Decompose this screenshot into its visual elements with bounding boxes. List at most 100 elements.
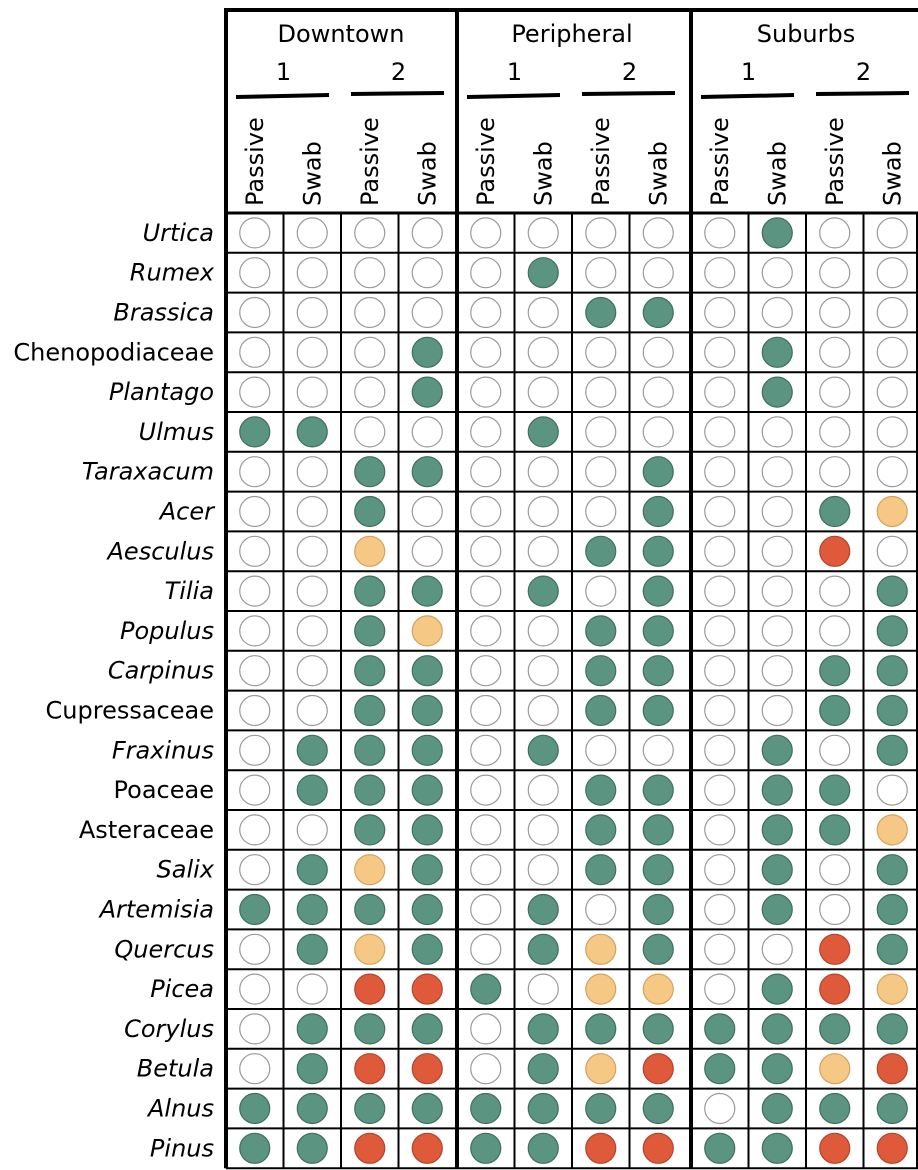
detection-circle <box>585 814 617 846</box>
detection-circle <box>704 694 736 727</box>
detection-circle <box>819 694 851 727</box>
detection-circle <box>819 575 851 607</box>
detection-circle <box>704 615 736 647</box>
taxon-label: Fraxinus <box>112 736 214 764</box>
detection-circle <box>642 774 674 806</box>
detection-circle <box>642 336 674 368</box>
detection-circle <box>470 774 502 806</box>
detection-circle <box>819 973 851 1005</box>
detection-circle <box>642 814 674 846</box>
detection-circle <box>411 774 443 806</box>
detection-circle <box>470 734 502 766</box>
detection-circle <box>527 933 559 965</box>
method-label: Passive <box>587 117 615 206</box>
detection-circle <box>527 257 559 289</box>
detection-circle <box>354 973 386 1005</box>
detection-circle <box>411 1053 443 1085</box>
detection-circle <box>585 336 617 368</box>
replicate-underline <box>466 93 561 99</box>
detection-circle <box>239 694 271 727</box>
detection-circle <box>819 1132 851 1164</box>
method-label: Swab <box>644 141 672 206</box>
replicate-label: 1 <box>276 58 291 86</box>
detection-circle <box>761 1053 793 1085</box>
detection-circle <box>470 376 502 408</box>
detection-circle <box>296 734 328 766</box>
detection-circle <box>296 296 328 329</box>
detection-circle <box>527 1092 559 1125</box>
detection-circle <box>470 854 502 886</box>
method-label: Passive <box>356 117 384 206</box>
detection-circle <box>819 296 851 329</box>
detection-circle <box>642 854 674 886</box>
detection-circle <box>704 575 736 607</box>
detection-circle <box>470 1132 502 1164</box>
site-label: Peripheral <box>511 20 632 48</box>
detection-circle <box>354 933 386 965</box>
detection-circle <box>876 456 908 488</box>
detection-circle <box>239 1013 271 1045</box>
detection-circle <box>819 1053 851 1085</box>
taxon-label: Rumex <box>130 259 215 287</box>
detection-circle <box>527 1013 559 1045</box>
taxon-label: Acer <box>158 498 216 526</box>
detection-circle <box>642 296 674 329</box>
site-label: Downtown <box>278 20 405 48</box>
detection-circle <box>585 854 617 886</box>
detection-circle <box>761 336 793 368</box>
detection-circle <box>876 615 908 647</box>
detection-circle <box>585 495 617 528</box>
detection-circle <box>704 376 736 408</box>
taxon-label: Quercus <box>114 935 214 963</box>
detection-circle <box>470 257 502 289</box>
detection-circle <box>585 774 617 806</box>
detection-circle <box>354 535 386 567</box>
detection-circle <box>642 1132 674 1164</box>
detection-circle <box>470 336 502 368</box>
detection-circle <box>296 694 328 727</box>
detection-circle <box>239 615 271 647</box>
detection-circle <box>642 257 674 289</box>
method-label: Swab <box>413 141 441 206</box>
detection-circle <box>704 854 736 886</box>
detection-circle <box>876 694 908 727</box>
detection-circle <box>761 456 793 488</box>
detection-circle <box>819 1013 851 1045</box>
detection-circle <box>239 814 271 846</box>
detection-circle <box>470 655 502 687</box>
detection-circle <box>354 296 386 329</box>
detection-circle <box>761 655 793 687</box>
detection-circle <box>239 893 271 926</box>
detection-circle <box>296 655 328 687</box>
detection-circle <box>704 774 736 806</box>
detection-circle <box>354 1132 386 1164</box>
detection-circle <box>642 217 674 249</box>
detection-circle <box>470 893 502 926</box>
detection-circle <box>527 336 559 368</box>
detection-circle <box>642 1092 674 1125</box>
detection-circle <box>585 535 617 567</box>
detection-circle <box>761 615 793 647</box>
detection-circle <box>411 694 443 727</box>
detection-circle <box>761 257 793 289</box>
detection-circle <box>585 933 617 965</box>
detection-circle <box>876 376 908 408</box>
detection-circle <box>411 814 443 846</box>
detection-circle <box>354 257 386 289</box>
detection-circle <box>239 575 271 607</box>
detection-circle <box>876 336 908 368</box>
detection-circle <box>585 973 617 1005</box>
detection-circle <box>470 296 502 329</box>
detection-circle <box>470 1013 502 1045</box>
detection-circle <box>819 774 851 806</box>
detection-circle <box>761 575 793 607</box>
taxon-label: Populus <box>120 617 214 645</box>
replicate-label: 1 <box>507 58 522 86</box>
detection-circle <box>585 1092 617 1125</box>
detection-circle <box>876 1132 908 1164</box>
detection-circle <box>642 973 674 1005</box>
detection-circle <box>585 257 617 289</box>
taxon-label: Cupressaceae <box>46 697 214 725</box>
detection-circle <box>642 495 674 528</box>
detection-circle <box>354 893 386 926</box>
